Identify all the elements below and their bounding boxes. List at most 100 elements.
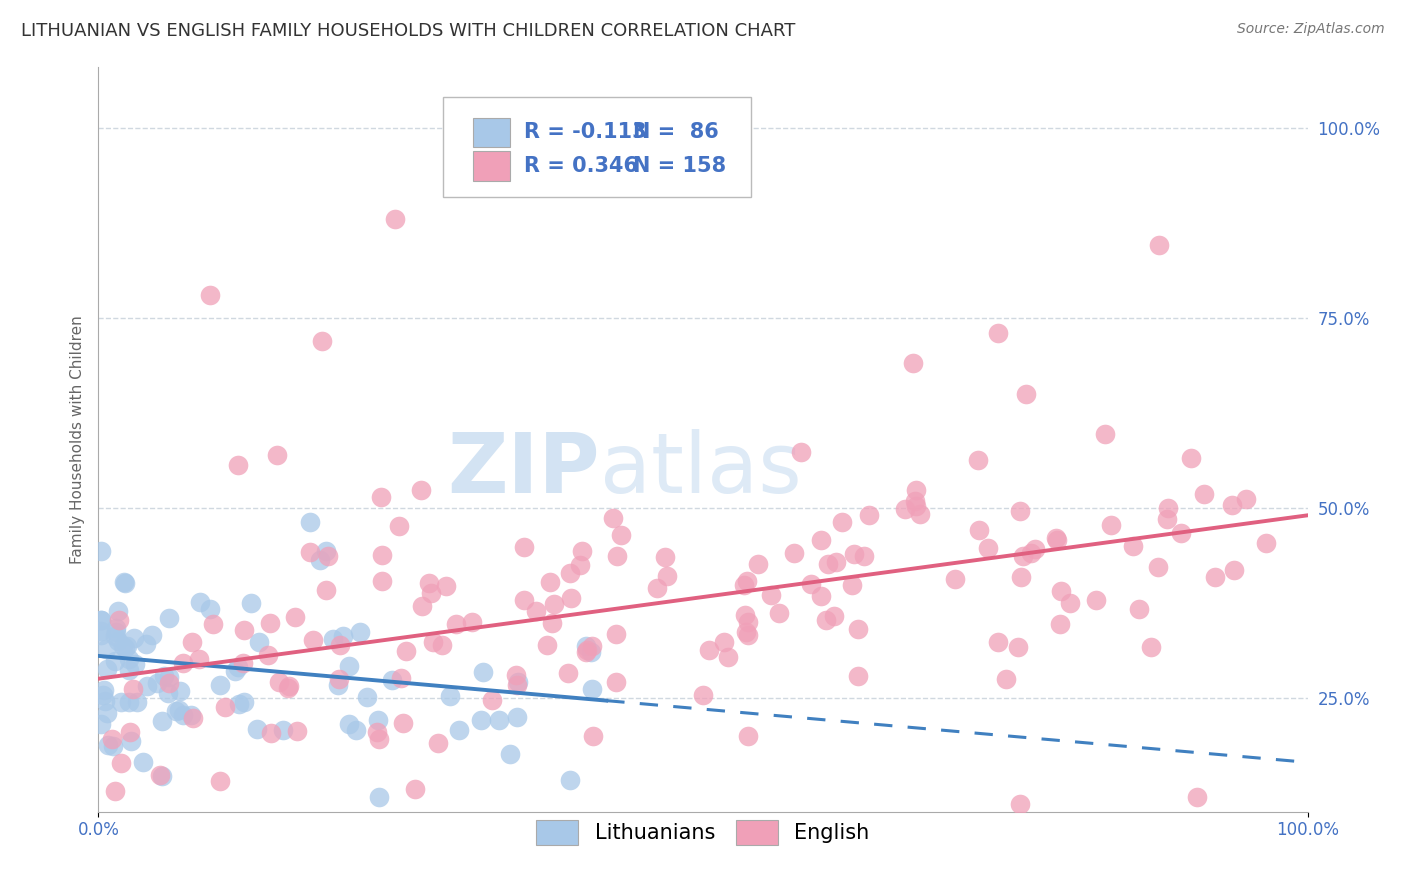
Point bbox=[226, 659, 249, 673]
Point bbox=[110, 756, 132, 771]
Point bbox=[1146, 559, 1168, 574]
Point bbox=[846, 623, 869, 637]
Point bbox=[104, 629, 127, 643]
Point bbox=[136, 679, 159, 693]
Point bbox=[1010, 570, 1032, 584]
Point bbox=[747, 558, 769, 572]
Point bbox=[337, 658, 360, 673]
Point bbox=[481, 693, 503, 707]
Point bbox=[259, 615, 281, 630]
Point bbox=[1059, 597, 1081, 611]
Point bbox=[1139, 640, 1161, 654]
Point bbox=[1012, 549, 1035, 563]
Point bbox=[508, 674, 530, 689]
Point bbox=[366, 725, 388, 739]
Point bbox=[96, 662, 118, 676]
Point bbox=[692, 688, 714, 702]
Point bbox=[1223, 563, 1246, 577]
Point bbox=[966, 453, 988, 467]
Point bbox=[1156, 512, 1178, 526]
Point bbox=[94, 642, 117, 657]
Point bbox=[118, 725, 141, 739]
Point bbox=[790, 445, 813, 459]
Point bbox=[344, 723, 367, 737]
Point bbox=[172, 707, 194, 722]
Point bbox=[370, 490, 392, 504]
Text: N = 158: N = 158 bbox=[633, 156, 725, 176]
Point bbox=[107, 603, 129, 617]
Point bbox=[90, 624, 112, 639]
Point bbox=[232, 656, 254, 670]
FancyBboxPatch shape bbox=[474, 151, 509, 181]
Point bbox=[472, 665, 495, 679]
Point bbox=[602, 511, 624, 525]
Point bbox=[108, 613, 131, 627]
Point bbox=[389, 671, 412, 685]
Point bbox=[737, 628, 759, 642]
Point bbox=[713, 635, 735, 649]
Point bbox=[169, 683, 191, 698]
Point bbox=[717, 649, 740, 664]
Point bbox=[581, 682, 603, 697]
Point bbox=[943, 572, 966, 586]
Point bbox=[228, 697, 250, 711]
Point bbox=[239, 597, 262, 611]
Point bbox=[810, 589, 832, 603]
Point bbox=[226, 458, 249, 472]
Point bbox=[120, 734, 142, 748]
Point bbox=[411, 483, 433, 498]
Point bbox=[198, 602, 221, 616]
Point bbox=[404, 781, 426, 796]
Point bbox=[285, 724, 308, 739]
Point bbox=[208, 678, 231, 692]
Point bbox=[146, 676, 169, 690]
Point bbox=[277, 679, 299, 693]
Point bbox=[606, 549, 628, 563]
Point bbox=[1049, 617, 1071, 632]
Point bbox=[1049, 584, 1071, 599]
Point bbox=[180, 708, 202, 723]
Point bbox=[135, 637, 157, 651]
Point bbox=[506, 710, 529, 724]
Point bbox=[224, 664, 246, 678]
Point bbox=[434, 579, 457, 593]
Point bbox=[167, 703, 190, 717]
Point bbox=[568, 558, 591, 572]
Point bbox=[107, 634, 129, 648]
Point bbox=[735, 574, 758, 588]
Point bbox=[260, 725, 283, 739]
Point bbox=[267, 675, 290, 690]
Point bbox=[349, 624, 371, 639]
Point bbox=[733, 578, 755, 592]
Point bbox=[447, 723, 470, 737]
Point bbox=[558, 772, 581, 787]
Point bbox=[233, 624, 256, 638]
Point bbox=[96, 706, 118, 720]
Point bbox=[1094, 426, 1116, 441]
Point bbox=[461, 615, 484, 630]
Point bbox=[610, 528, 633, 542]
Point bbox=[1046, 533, 1069, 547]
Point bbox=[1185, 789, 1208, 804]
Point bbox=[579, 645, 602, 659]
Point bbox=[172, 656, 194, 670]
Point bbox=[257, 648, 280, 663]
Point bbox=[575, 640, 598, 654]
Point bbox=[823, 608, 845, 623]
Point bbox=[831, 515, 853, 529]
Point bbox=[645, 582, 668, 596]
Point bbox=[1192, 487, 1215, 501]
Point bbox=[149, 768, 172, 782]
Point bbox=[122, 631, 145, 645]
Point bbox=[117, 652, 139, 666]
Point bbox=[187, 652, 209, 666]
Point bbox=[506, 678, 529, 692]
Point bbox=[904, 500, 927, 514]
Point bbox=[810, 533, 832, 548]
Point bbox=[165, 704, 187, 718]
Text: N =  86: N = 86 bbox=[633, 122, 718, 143]
Point bbox=[90, 628, 112, 642]
Point bbox=[94, 694, 117, 708]
Point bbox=[1180, 450, 1202, 465]
Point bbox=[908, 508, 931, 522]
